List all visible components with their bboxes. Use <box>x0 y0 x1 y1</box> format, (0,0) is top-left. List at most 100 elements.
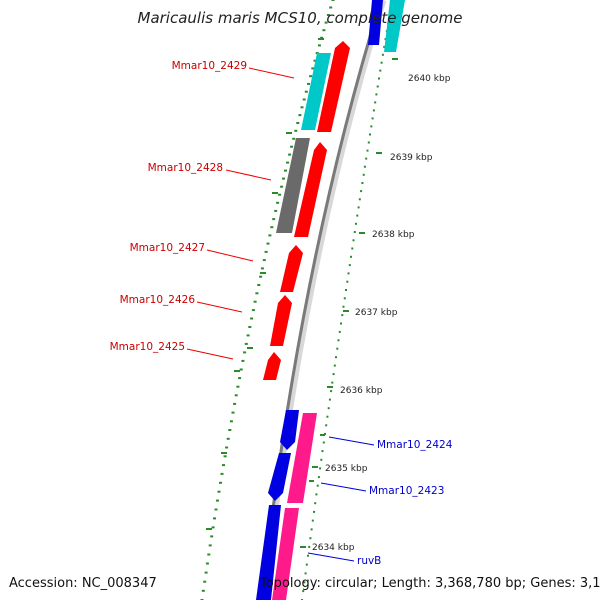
gene-red-2[interactable] <box>294 142 327 237</box>
track-dot <box>286 161 290 164</box>
track-dot <box>347 272 350 275</box>
track-dot <box>356 214 359 217</box>
gene-label-mmar10-2426[interactable]: Mmar10_2426 <box>120 294 196 306</box>
track-dot <box>219 481 222 484</box>
gene-features <box>256 0 405 600</box>
track-dot <box>366 149 369 152</box>
gene-mmar10-2427[interactable] <box>280 245 303 292</box>
track-dash <box>206 528 212 530</box>
gene-mmar10-2429[interactable] <box>301 53 331 130</box>
track-dot <box>217 490 221 493</box>
track-dot <box>319 467 322 470</box>
gene-label-mmar10-2423[interactable]: Mmar10_2423 <box>369 485 444 497</box>
gene-label-mmar10-2428[interactable]: Mmar10_2428 <box>148 162 223 174</box>
track-dot <box>251 309 255 312</box>
track-dot <box>305 563 308 566</box>
track-dot <box>302 98 306 101</box>
gene-mmar10-2425[interactable] <box>263 352 281 380</box>
track-dash <box>320 434 325 436</box>
gene-mmar10-2423[interactable] <box>268 453 291 501</box>
gene-red-1[interactable] <box>317 41 350 132</box>
track-dot <box>338 330 341 333</box>
track-dot <box>330 390 333 393</box>
gene-label-mmar10-2424[interactable]: Mmar10_2424 <box>377 439 453 451</box>
track-dot <box>375 93 378 96</box>
track-dot <box>303 581 306 584</box>
track-dot <box>325 424 328 427</box>
kbp-tick-marks <box>206 38 398 548</box>
track-dot <box>238 377 242 380</box>
track-dot <box>372 109 375 112</box>
track-dot <box>328 398 331 401</box>
track-dash <box>286 132 292 134</box>
track-dash <box>318 38 324 40</box>
track-dot <box>207 553 211 556</box>
track-dot <box>362 173 365 176</box>
track-dot <box>326 14 330 16</box>
track-dot <box>204 571 208 574</box>
gene-pink-1[interactable] <box>287 413 317 503</box>
track-dot <box>274 209 278 212</box>
track-dot <box>280 185 284 188</box>
gene-mmar10-2426[interactable] <box>270 295 292 346</box>
gene-labels[interactable]: Mmar10_2429 Mmar10_2428 Mmar10_2427 Mmar… <box>110 60 453 567</box>
gene-label-mmar10-2427[interactable]: Mmar10_2427 <box>130 242 205 254</box>
track-dot <box>335 356 337 359</box>
label-leader-lines <box>186 67 375 562</box>
track-dot <box>260 267 264 270</box>
tick-label-2638: 2638 kbp <box>372 230 415 240</box>
track-dot <box>234 394 238 397</box>
map-title: Maricaulis maris MCS10, complete genome <box>138 9 463 27</box>
gene-mmar10-2428[interactable] <box>276 138 310 233</box>
track-dot <box>233 402 237 405</box>
tick-label-2634: 2634 kbp <box>312 543 355 553</box>
track-dot <box>321 450 324 453</box>
gene-mmar10-2424[interactable] <box>280 410 299 450</box>
track-dot <box>320 36 324 39</box>
gene-label-ruvb[interactable]: ruvB <box>357 555 381 567</box>
track-dot <box>329 6 333 9</box>
track-dot <box>228 429 232 431</box>
gene-label-mmar10-2429[interactable]: Mmar10_2429 <box>172 60 247 72</box>
track-dot <box>216 499 219 502</box>
track-dot <box>225 446 229 449</box>
track-dot <box>378 77 380 80</box>
track-dot <box>345 289 347 291</box>
track-dot <box>361 182 364 184</box>
track-dot <box>298 114 302 117</box>
track-dot <box>272 218 276 221</box>
track-dot <box>313 510 315 513</box>
track-dot <box>353 231 356 233</box>
track-dot <box>360 190 363 193</box>
dotted-tracks <box>200 0 393 600</box>
track-dot <box>226 437 230 440</box>
track-dot <box>294 129 298 132</box>
gene-cyan-top[interactable] <box>384 0 405 52</box>
track-dot <box>308 545 311 548</box>
gene-blue-top[interactable] <box>368 0 383 45</box>
track-dot <box>336 347 339 350</box>
track-dot <box>253 300 257 303</box>
gene-label-mmar10-2425[interactable]: Mmar10_2425 <box>110 341 185 353</box>
track-dot <box>324 432 326 435</box>
track-dot <box>341 314 344 317</box>
track-dot <box>326 415 329 418</box>
track-dot <box>278 193 282 196</box>
tick-label-2636: 2636 kbp <box>340 386 383 396</box>
track-dash <box>234 370 240 372</box>
track-dot <box>383 45 386 48</box>
gene-pink-2[interactable] <box>272 508 299 600</box>
track-dot <box>229 420 233 423</box>
tick-label-2637: 2637 kbp <box>355 308 398 318</box>
track-dash <box>272 192 278 194</box>
track-dot <box>300 106 304 109</box>
track-dot <box>203 580 207 583</box>
track-dot <box>304 572 307 575</box>
track-dot <box>369 133 371 136</box>
track-dot <box>307 82 310 85</box>
gene-ruvb[interactable] <box>256 505 281 600</box>
track-dot <box>352 239 355 242</box>
track-dot <box>208 544 212 547</box>
track-dot <box>311 519 314 522</box>
